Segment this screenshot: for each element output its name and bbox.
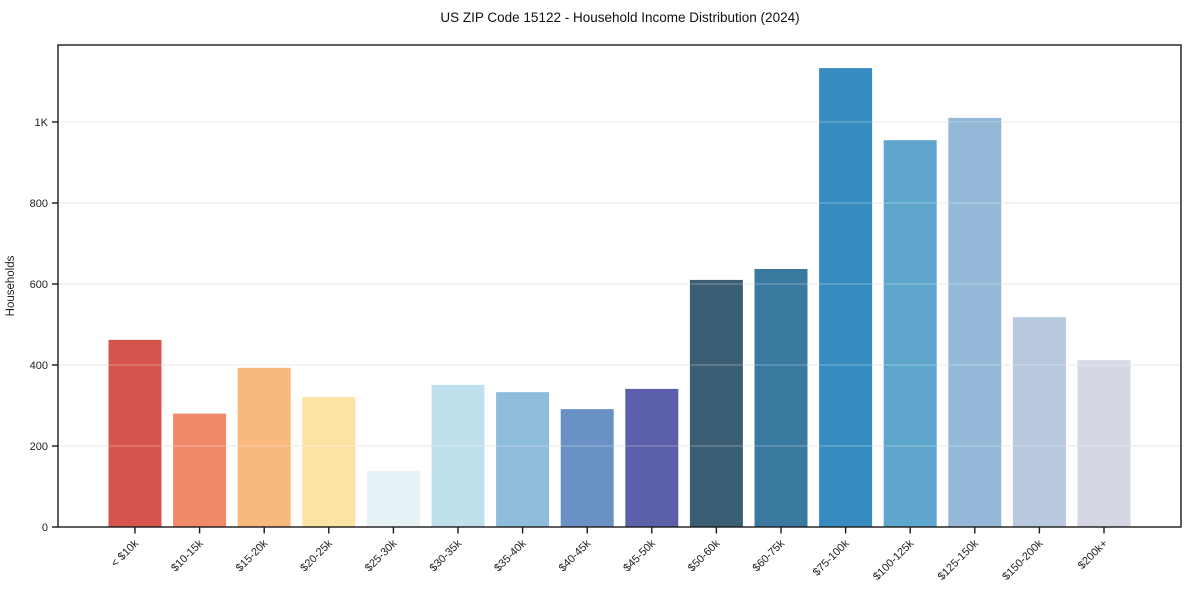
y-tick-label: 400: [30, 360, 48, 372]
bar-$40-45k: [560, 409, 614, 527]
x-tick-label: $75-100k: [811, 537, 852, 578]
bar-$50-60k: [689, 279, 743, 527]
bar-$10-15k: [173, 413, 227, 527]
y-tick-label: 800: [30, 198, 48, 210]
bar-$20-25k: [302, 396, 356, 527]
bar-$75-100k: [819, 68, 873, 527]
y-tick-label: 600: [30, 279, 48, 291]
bar-$60-75k: [754, 268, 808, 527]
bar-$25-30k: [366, 471, 420, 527]
bar-$200k+: [1077, 360, 1131, 527]
y-tick-label: 200: [30, 441, 48, 453]
bar-$15-20k: [237, 367, 291, 527]
y-tick-label: 1K: [35, 117, 49, 129]
x-tick-label: $150-200k: [1000, 537, 1046, 583]
plot-border: [57, 44, 1182, 528]
chart-title: US ZIP Code 15122 - Household Income Dis…: [440, 10, 799, 25]
x-tick-label: $35-40k: [492, 537, 529, 574]
bar-$100-125k: [883, 140, 937, 527]
x-tick-label: $20-25k: [298, 537, 335, 574]
y-tick-label: 0: [42, 522, 48, 534]
x-tick-label: $45-50k: [621, 537, 658, 574]
x-tick-label: $100-125k: [871, 537, 917, 583]
x-tick-label: $30-35k: [428, 537, 465, 574]
x-tick-label: < $10k: [109, 537, 141, 569]
bar-$35-40k: [496, 392, 550, 527]
x-tick-label: $125-150k: [936, 537, 982, 583]
bar-< $10k: [108, 339, 162, 527]
x-tick-label: $40-45k: [557, 537, 594, 574]
bar-$125-150k: [948, 117, 1002, 527]
x-tick-label: $50-60k: [686, 537, 723, 574]
x-tick-label: $10-15k: [169, 537, 206, 574]
y-axis-label: Households: [5, 255, 17, 316]
bar-$45-50k: [625, 388, 679, 527]
bar-$30-35k: [431, 384, 485, 527]
chart-plot-area: 0 200 400 600 800 1K < $10k $10-15k $15-20k $20-2…: [30, 44, 1182, 583]
x-tick-label: $15-20k: [234, 537, 271, 574]
bar-$150-200k: [1012, 317, 1066, 527]
x-tick-label: $25-30k: [363, 537, 400, 574]
x-tick-label: $200k+: [1076, 538, 1110, 572]
x-tick-label: $60-75k: [751, 537, 788, 574]
